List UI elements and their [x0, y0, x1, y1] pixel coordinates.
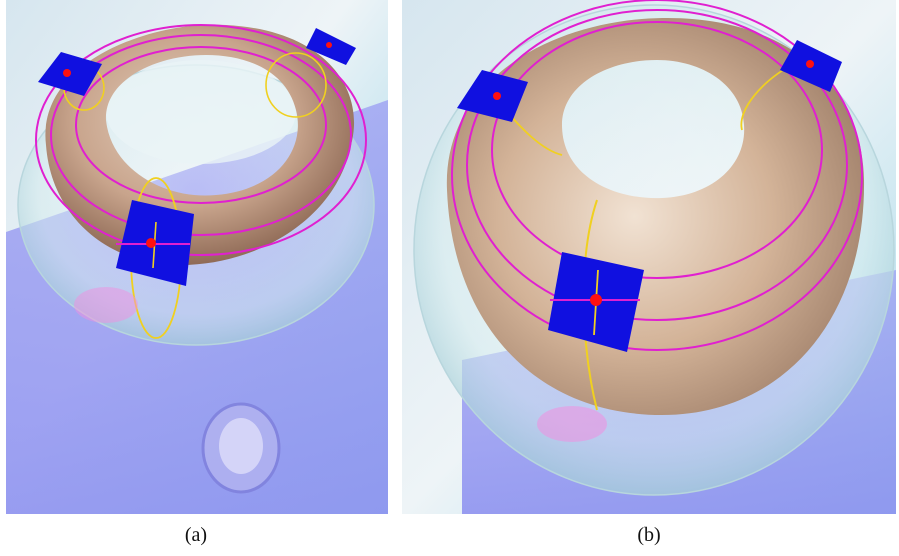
panel-b [402, 0, 896, 514]
glass-shell-hole [106, 60, 296, 164]
curve-magenta-mid [50, 34, 352, 236]
curve-magenta-inner [491, 21, 823, 279]
curve-yellow-right [265, 52, 327, 118]
highlight [74, 287, 138, 323]
tangent-plane-icon [457, 70, 528, 122]
panel-a-scene [6, 0, 388, 514]
curve-magenta-mid [466, 9, 848, 321]
panel-b-scene [402, 0, 896, 514]
highlight [537, 406, 607, 442]
contact-point-icon [63, 69, 71, 77]
contact-point-icon [590, 294, 602, 306]
contact-point-icon [493, 92, 501, 100]
reflection-ring-hole [219, 418, 263, 474]
panel-a [6, 0, 388, 514]
curve-magenta-outer [451, 0, 863, 351]
contact-point-icon [326, 42, 332, 48]
contact-point-icon [146, 238, 156, 248]
contact-point-icon [806, 60, 814, 68]
curve-magenta-inner [75, 46, 327, 204]
torus-surface [45, 24, 355, 265]
caption-a: (a) [184, 524, 208, 546]
caption-b: (b) [637, 524, 661, 546]
curve-magenta-outer [35, 24, 367, 256]
